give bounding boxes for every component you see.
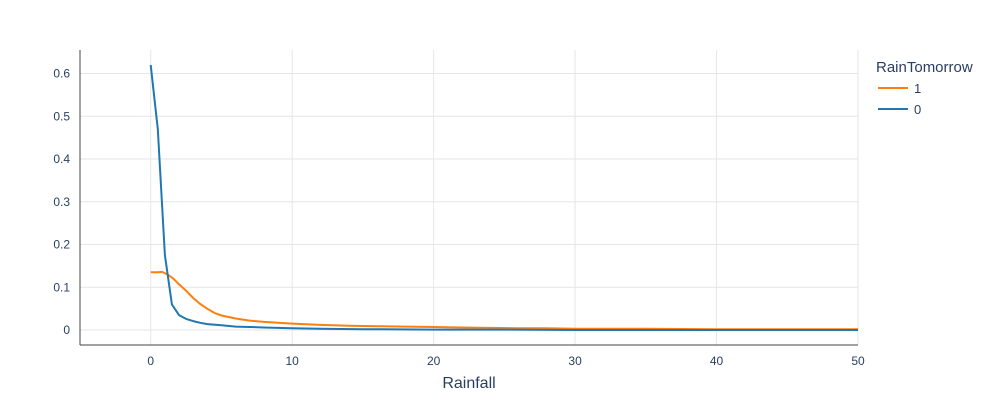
y-tick-labels: 0 0.1 0.2 0.3 0.4 0.5 0.6 [53,67,70,338]
x-tick-label: 40 [710,354,724,368]
y-tick-label: 0.1 [53,280,70,294]
x-tick-label: 20 [427,354,441,368]
series-lines [149,64,858,331]
x-tick-label: 30 [568,354,582,368]
legend-item-1[interactable]: 1 [878,81,921,96]
legend-items[interactable]: 10 [878,81,921,117]
y-tick-label: 0.6 [53,67,70,81]
gridlines [80,50,859,345]
y-tick-label: 0.3 [53,195,70,209]
legend-title: RainTomorrow [876,59,973,76]
y-tick-label: 0 [63,323,70,337]
x-tick-labels: 0 10 20 30 40 50 [147,354,865,368]
legend-item-0[interactable]: 0 [878,102,921,117]
legend-label: 1 [914,81,921,96]
y-tick-label: 0.5 [53,109,70,123]
x-axis-title: Rainfall [442,375,495,392]
x-tick-label: 0 [147,354,154,368]
x-tick-label: 50 [851,354,865,368]
axes [79,50,858,346]
series-line-1 [150,270,858,331]
y-tick-label: 0.4 [53,152,70,166]
y-tick-label: 0.2 [53,238,70,252]
series-line-0 [149,64,858,331]
x-tick-label: 10 [286,354,300,368]
legend[interactable]: RainTomorrow 10 [876,59,973,117]
legend-label: 0 [914,102,921,117]
